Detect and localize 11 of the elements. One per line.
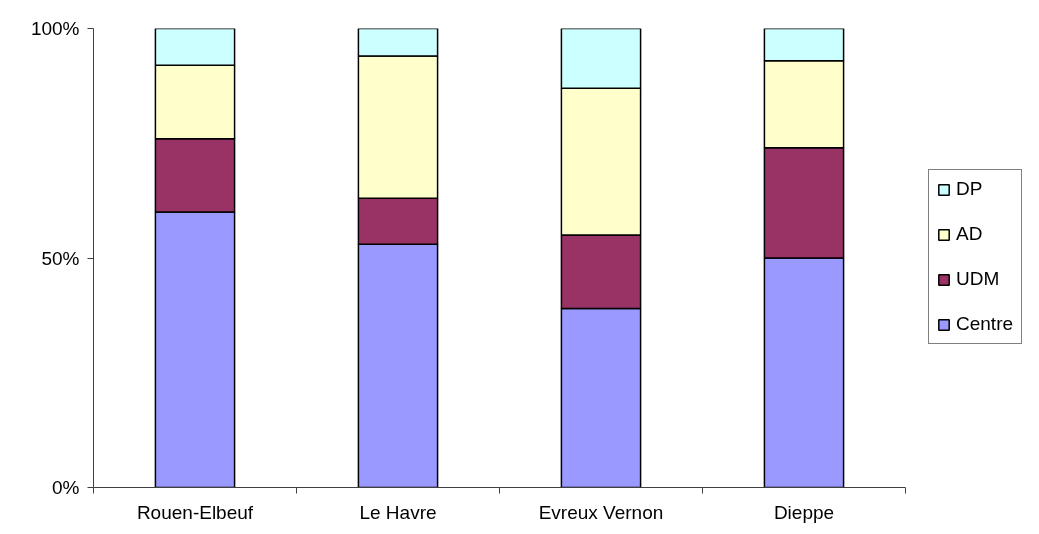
legend-label: UDM	[956, 268, 1000, 290]
y-tick-label: 100%	[30, 18, 80, 39]
x-tick-label: Dieppe	[773, 501, 835, 523]
legend-label: Centre	[956, 313, 1014, 335]
y-tick-label: 50%	[41, 247, 80, 269]
y-tick-label: 0%	[52, 477, 80, 498]
x-tick-label: Le Havre	[359, 501, 437, 523]
legend-label: AD	[956, 223, 983, 245]
x-tick-label: Rouen-Elbeuf	[136, 501, 254, 523]
legend-label: DP	[956, 178, 983, 200]
x-tick-label: Evreux Vernon	[538, 501, 664, 523]
